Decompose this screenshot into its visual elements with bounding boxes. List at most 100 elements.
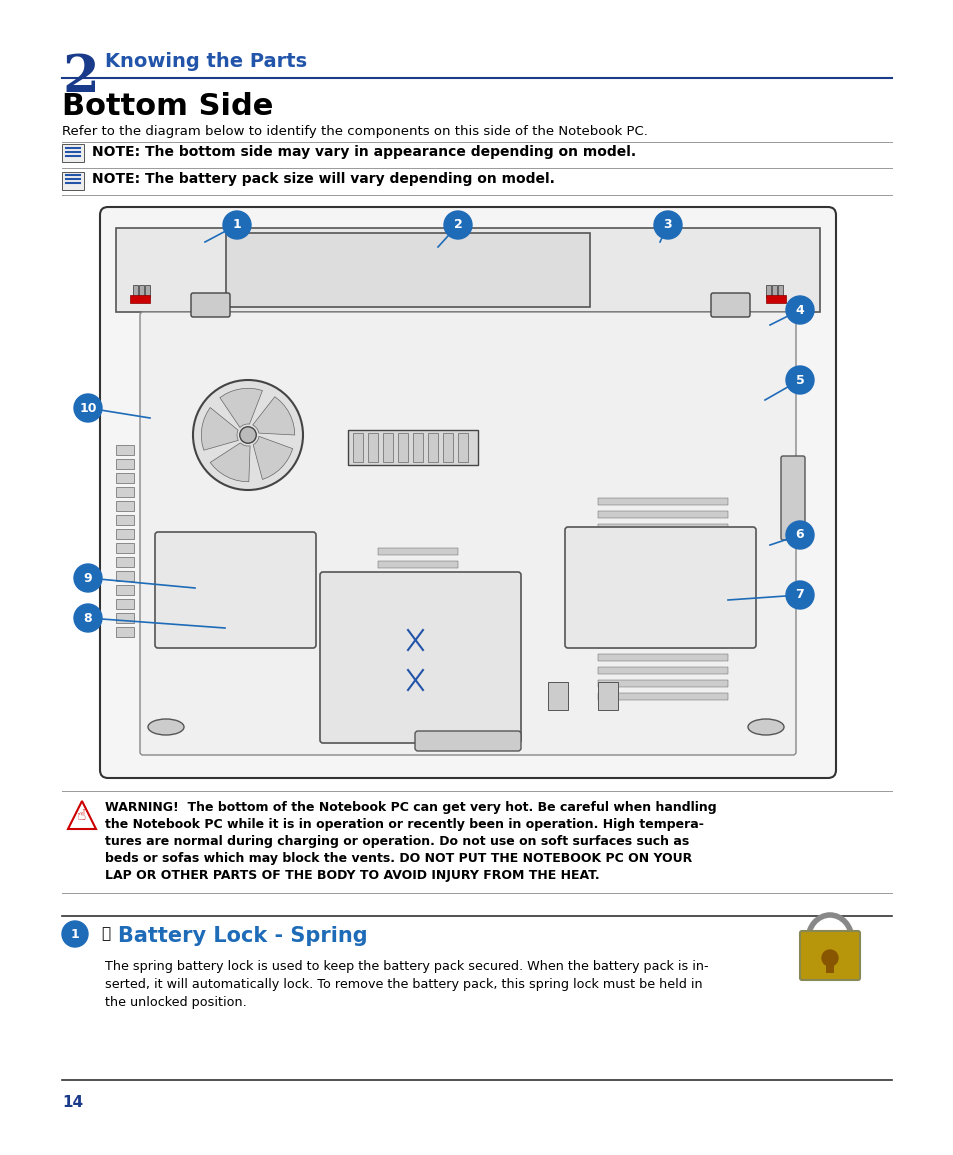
Circle shape — [62, 921, 88, 947]
FancyBboxPatch shape — [415, 731, 520, 751]
Polygon shape — [253, 437, 293, 479]
Bar — [130, 295, 150, 303]
FancyBboxPatch shape — [319, 572, 520, 743]
Bar — [377, 678, 457, 685]
Text: serted, it will automatically lock. To remove the battery pack, this spring lock: serted, it will automatically lock. To r… — [105, 978, 702, 991]
Polygon shape — [68, 802, 96, 829]
Text: tures are normal during charging or operation. Do not use on soft surfaces such : tures are normal during charging or oper… — [105, 835, 688, 848]
Text: NOTE: The bottom side may vary in appearance depending on model.: NOTE: The bottom side may vary in appear… — [91, 146, 636, 159]
Circle shape — [443, 211, 472, 239]
Bar — [116, 529, 133, 539]
Bar — [598, 680, 727, 687]
Circle shape — [74, 564, 102, 593]
Bar — [116, 543, 133, 553]
Text: NOTE: The battery pack size will vary depending on model.: NOTE: The battery pack size will vary de… — [91, 172, 555, 186]
Bar — [771, 285, 776, 297]
Ellipse shape — [747, 720, 783, 735]
Text: WARNING!  The bottom of the Notebook PC can get very hot. Be careful when handli: WARNING! The bottom of the Notebook PC c… — [105, 802, 716, 814]
FancyBboxPatch shape — [62, 144, 84, 162]
Bar — [598, 641, 727, 648]
Bar — [116, 459, 133, 469]
Bar — [116, 557, 133, 567]
Text: 6: 6 — [795, 529, 803, 542]
FancyBboxPatch shape — [781, 456, 804, 541]
Bar — [598, 550, 727, 557]
Text: 1: 1 — [233, 218, 241, 231]
Bar — [116, 613, 133, 623]
Circle shape — [654, 211, 681, 239]
Bar — [598, 524, 727, 531]
Bar — [377, 599, 457, 608]
FancyBboxPatch shape — [800, 931, 859, 979]
Bar — [457, 433, 468, 462]
Circle shape — [239, 426, 256, 444]
Polygon shape — [253, 396, 294, 435]
Bar — [116, 571, 133, 581]
Bar — [377, 653, 457, 660]
Bar — [377, 561, 457, 568]
Bar — [377, 665, 457, 672]
Bar — [377, 574, 457, 581]
Text: 3: 3 — [663, 218, 672, 231]
Bar — [368, 433, 377, 462]
Bar — [377, 639, 457, 646]
Ellipse shape — [148, 720, 184, 735]
Text: 2: 2 — [453, 218, 462, 231]
Bar — [598, 666, 727, 675]
Bar — [598, 589, 727, 596]
Circle shape — [785, 521, 813, 549]
Circle shape — [223, 211, 251, 239]
Bar — [428, 433, 437, 462]
Bar — [442, 433, 453, 462]
Bar — [116, 599, 133, 609]
Text: 9: 9 — [84, 572, 92, 584]
Bar — [116, 584, 133, 595]
FancyBboxPatch shape — [710, 293, 749, 316]
Bar — [116, 627, 133, 638]
Circle shape — [74, 604, 102, 632]
Text: 10: 10 — [79, 402, 96, 415]
Bar — [145, 285, 150, 297]
Bar — [139, 285, 144, 297]
Circle shape — [785, 296, 813, 325]
Bar — [348, 430, 477, 465]
Text: Battery Lock - Spring: Battery Lock - Spring — [118, 926, 367, 946]
Bar — [598, 628, 727, 635]
Bar — [598, 602, 727, 609]
Text: 🔒: 🔒 — [101, 926, 110, 941]
FancyBboxPatch shape — [140, 312, 795, 755]
Bar — [116, 501, 133, 511]
Bar — [598, 693, 727, 700]
Bar — [377, 587, 457, 594]
Text: Refer to the diagram below to identify the components on this side of the Notebo: Refer to the diagram below to identify t… — [62, 125, 647, 137]
Polygon shape — [219, 388, 262, 427]
Bar — [598, 511, 727, 517]
Bar — [377, 717, 457, 724]
Text: 7: 7 — [795, 589, 803, 602]
Bar — [377, 613, 457, 620]
FancyBboxPatch shape — [116, 228, 820, 312]
Text: 14: 14 — [62, 1095, 83, 1110]
Circle shape — [74, 394, 102, 422]
Bar — [116, 445, 133, 455]
Text: LAP OR OTHER PARTS OF THE BODY TO AVOID INJURY FROM THE HEAT.: LAP OR OTHER PARTS OF THE BODY TO AVOID … — [105, 869, 599, 882]
Bar — [765, 285, 770, 297]
Bar — [778, 285, 782, 297]
Bar — [377, 547, 457, 556]
Polygon shape — [201, 408, 238, 450]
FancyBboxPatch shape — [191, 293, 230, 316]
Bar — [825, 959, 833, 973]
Bar — [413, 433, 422, 462]
Bar — [598, 681, 618, 710]
Bar — [377, 626, 457, 633]
Bar — [377, 691, 457, 698]
FancyBboxPatch shape — [564, 527, 755, 648]
Bar — [116, 474, 133, 483]
Bar — [598, 614, 727, 623]
Text: beds or sofas which may block the vents. DO NOT PUT THE NOTEBOOK PC ON YOUR: beds or sofas which may block the vents.… — [105, 852, 692, 865]
Bar — [598, 576, 727, 583]
Bar — [397, 433, 408, 462]
FancyBboxPatch shape — [100, 207, 835, 778]
Bar — [382, 433, 393, 462]
Circle shape — [785, 366, 813, 394]
